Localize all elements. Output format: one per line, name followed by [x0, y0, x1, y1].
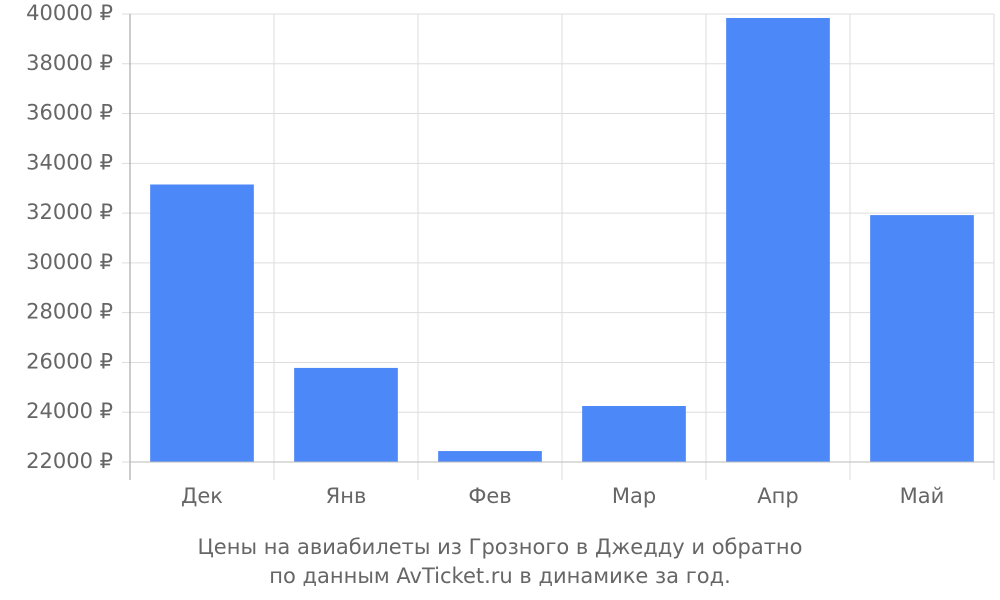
- y-tick-label: 24000 ₽: [26, 399, 113, 423]
- x-tick-label: Янв: [326, 484, 367, 508]
- bar: [582, 406, 686, 462]
- y-tick-label: 28000 ₽: [26, 300, 113, 324]
- y-tick-label: 36000 ₽: [26, 101, 113, 125]
- y-tick-label: 40000 ₽: [26, 1, 113, 25]
- x-tick-label: Фев: [468, 484, 511, 508]
- y-tick-label: 38000 ₽: [26, 51, 113, 75]
- bar: [726, 17, 830, 463]
- y-tick-label: 32000 ₽: [26, 200, 113, 224]
- x-tick-label: Апр: [757, 484, 798, 508]
- y-tick-label: 26000 ₽: [26, 349, 113, 373]
- x-tick-label: Дек: [181, 484, 223, 508]
- y-tick-label: 22000 ₽: [26, 449, 113, 473]
- bar: [438, 451, 542, 462]
- bar: [150, 184, 254, 462]
- x-tick-label: Мар: [612, 484, 656, 508]
- x-tick-label: Май: [900, 484, 945, 508]
- y-tick-label: 34000 ₽: [26, 150, 113, 174]
- chart-title: по данным AvTicket.ru в динамике за год.: [269, 564, 731, 588]
- y-tick-label: 30000 ₽: [26, 250, 113, 274]
- bar: [294, 367, 398, 462]
- bar: [870, 215, 974, 462]
- chart-title: Цены на авиабилеты из Грозного в Джедду …: [197, 535, 802, 559]
